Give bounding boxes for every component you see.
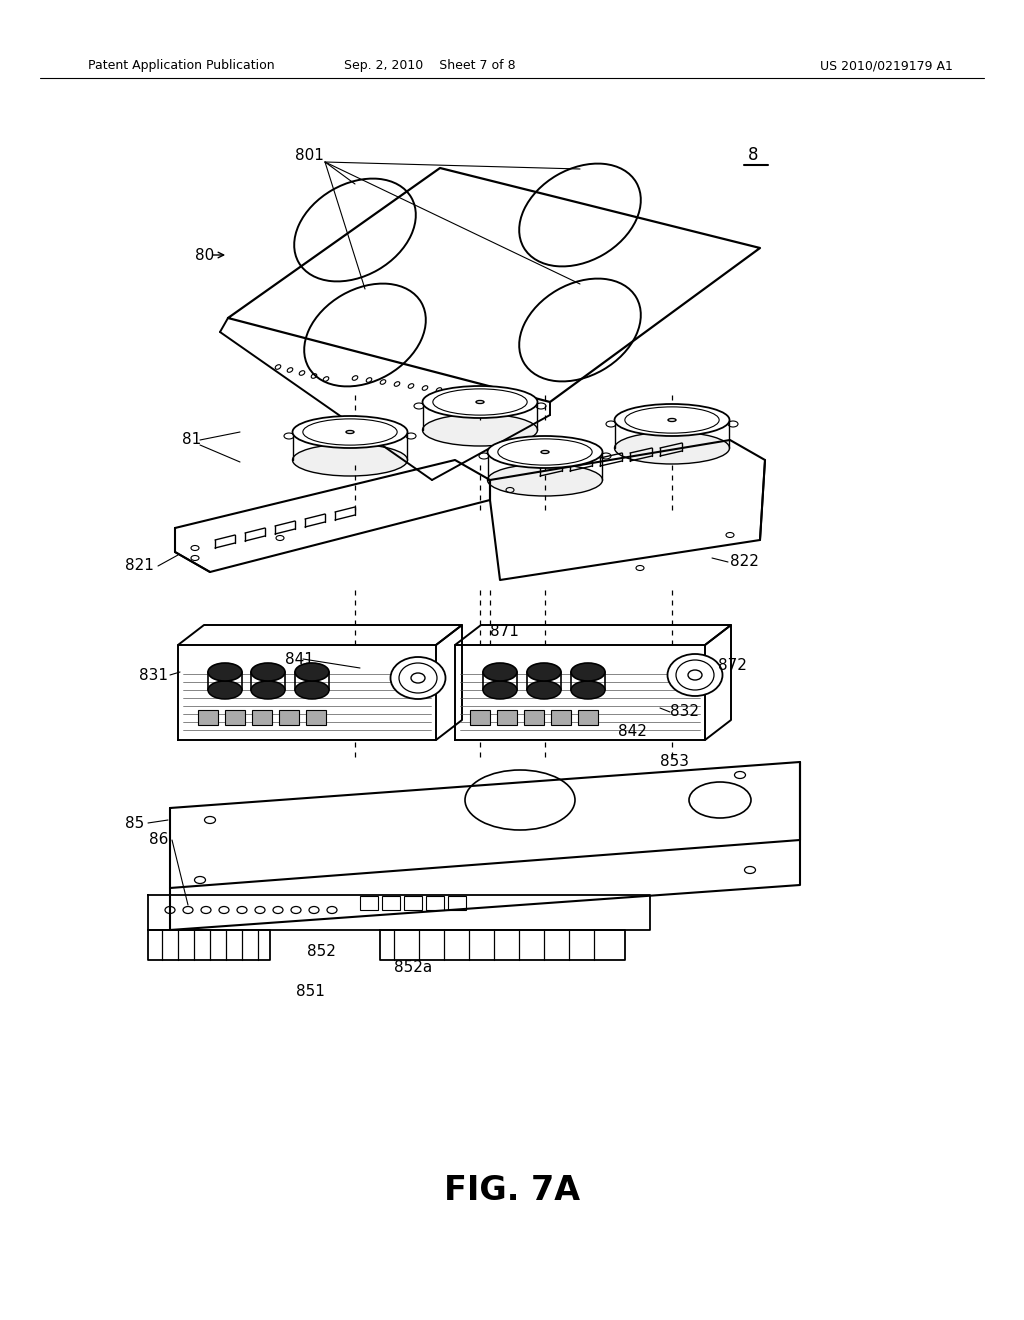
Ellipse shape [487, 465, 602, 496]
Bar [252, 710, 272, 725]
Ellipse shape [208, 663, 242, 681]
Bar [551, 710, 571, 725]
Ellipse shape [295, 681, 329, 700]
Bar [578, 710, 598, 725]
Text: 81: 81 [182, 433, 202, 447]
Text: 852a: 852a [394, 961, 432, 975]
Text: Patent Application Publication: Patent Application Publication [88, 59, 274, 73]
Text: 831: 831 [139, 668, 168, 682]
Ellipse shape [614, 432, 729, 465]
Text: 842: 842 [618, 725, 647, 739]
Text: US 2010/0219179 A1: US 2010/0219179 A1 [820, 59, 953, 73]
Text: 853: 853 [660, 755, 689, 770]
Ellipse shape [423, 385, 538, 418]
Ellipse shape [295, 663, 329, 681]
Ellipse shape [571, 681, 605, 700]
Bar [524, 710, 544, 725]
Text: 851: 851 [296, 985, 325, 999]
Bar [382, 896, 400, 909]
Ellipse shape [411, 673, 425, 682]
Ellipse shape [390, 657, 445, 700]
Ellipse shape [293, 416, 408, 447]
Text: 822: 822 [730, 554, 759, 569]
Text: 871: 871 [490, 624, 519, 639]
Text: 872: 872 [718, 657, 746, 672]
Ellipse shape [483, 681, 517, 700]
Ellipse shape [668, 418, 676, 421]
Ellipse shape [688, 671, 702, 680]
Ellipse shape [614, 404, 729, 436]
Bar [404, 896, 422, 909]
Bar [497, 710, 517, 725]
Text: 85: 85 [125, 816, 144, 830]
Ellipse shape [293, 444, 408, 477]
Bar [426, 896, 444, 909]
Ellipse shape [527, 663, 561, 681]
Ellipse shape [251, 663, 285, 681]
Ellipse shape [571, 663, 605, 681]
Ellipse shape [483, 663, 517, 681]
Bar [225, 710, 245, 725]
Text: Sep. 2, 2010    Sheet 7 of 8: Sep. 2, 2010 Sheet 7 of 8 [344, 59, 516, 73]
Text: 841: 841 [285, 652, 314, 667]
Text: 86: 86 [148, 833, 168, 847]
Bar [306, 710, 326, 725]
Ellipse shape [423, 414, 538, 446]
Text: 801: 801 [295, 148, 324, 162]
Bar [470, 710, 490, 725]
Text: FIG. 7A: FIG. 7A [444, 1173, 580, 1206]
Ellipse shape [541, 450, 549, 454]
Bar [279, 710, 299, 725]
Ellipse shape [476, 400, 484, 404]
Text: 8: 8 [748, 147, 758, 164]
Ellipse shape [487, 436, 602, 469]
Ellipse shape [251, 681, 285, 700]
Text: 852: 852 [307, 945, 336, 960]
Text: 80: 80 [195, 248, 214, 263]
Text: 821: 821 [125, 558, 154, 573]
Bar [449, 896, 466, 909]
Bar [360, 896, 378, 909]
Ellipse shape [208, 681, 242, 700]
Bar [198, 710, 218, 725]
Ellipse shape [668, 653, 723, 696]
Text: 832: 832 [670, 705, 699, 719]
Ellipse shape [346, 430, 354, 433]
Ellipse shape [527, 681, 561, 700]
